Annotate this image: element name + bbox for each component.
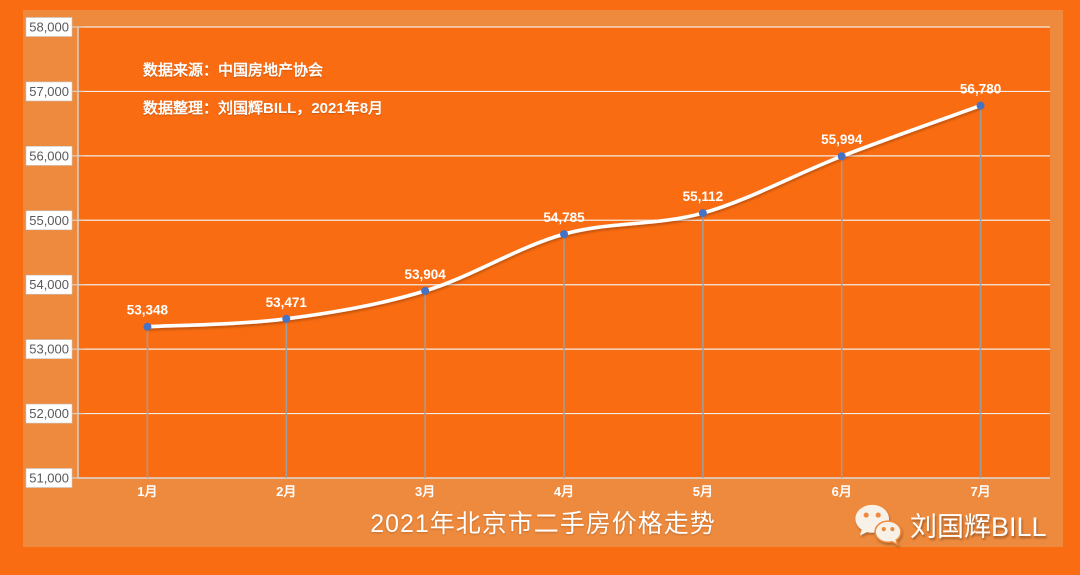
svg-text:53,000: 53,000 bbox=[29, 342, 69, 357]
svg-text:51,000: 51,000 bbox=[29, 471, 69, 486]
wechat-icon bbox=[855, 504, 902, 547]
svg-text:57,000: 57,000 bbox=[29, 84, 69, 99]
svg-text:55,000: 55,000 bbox=[29, 213, 69, 228]
svg-text:6月: 6月 bbox=[832, 484, 852, 499]
svg-text:4月: 4月 bbox=[554, 484, 574, 499]
svg-text:55,112: 55,112 bbox=[683, 189, 724, 204]
svg-text:54,785: 54,785 bbox=[543, 210, 585, 225]
svg-text:53,348: 53,348 bbox=[127, 303, 169, 318]
svg-text:3月: 3月 bbox=[415, 484, 435, 499]
svg-text:5月: 5月 bbox=[693, 484, 713, 499]
svg-text:55,994: 55,994 bbox=[821, 132, 863, 147]
svg-text:53,471: 53,471 bbox=[266, 295, 308, 310]
svg-text:1月: 1月 bbox=[137, 484, 157, 499]
svg-text:2月: 2月 bbox=[276, 484, 296, 499]
data-source-note: 数据来源：中国房地产协会 bbox=[143, 62, 324, 79]
chart-title: 2021年北京市二手房价格走势 bbox=[370, 510, 716, 538]
svg-text:58,000: 58,000 bbox=[29, 20, 69, 35]
svg-text:56,000: 56,000 bbox=[29, 148, 69, 163]
svg-text:56,780: 56,780 bbox=[960, 82, 1001, 97]
data-prepared-note: 数据整理：刘国辉BILL，2021年8月 bbox=[143, 100, 384, 117]
svg-text:54,000: 54,000 bbox=[29, 277, 69, 292]
svg-text:52,000: 52,000 bbox=[29, 406, 69, 421]
svg-text:53,904: 53,904 bbox=[404, 267, 446, 282]
watermark-label: 刘国辉BILL bbox=[910, 512, 1047, 542]
svg-text:7月: 7月 bbox=[970, 484, 990, 499]
watermark: 刘国辉BILL bbox=[854, 502, 1047, 547]
